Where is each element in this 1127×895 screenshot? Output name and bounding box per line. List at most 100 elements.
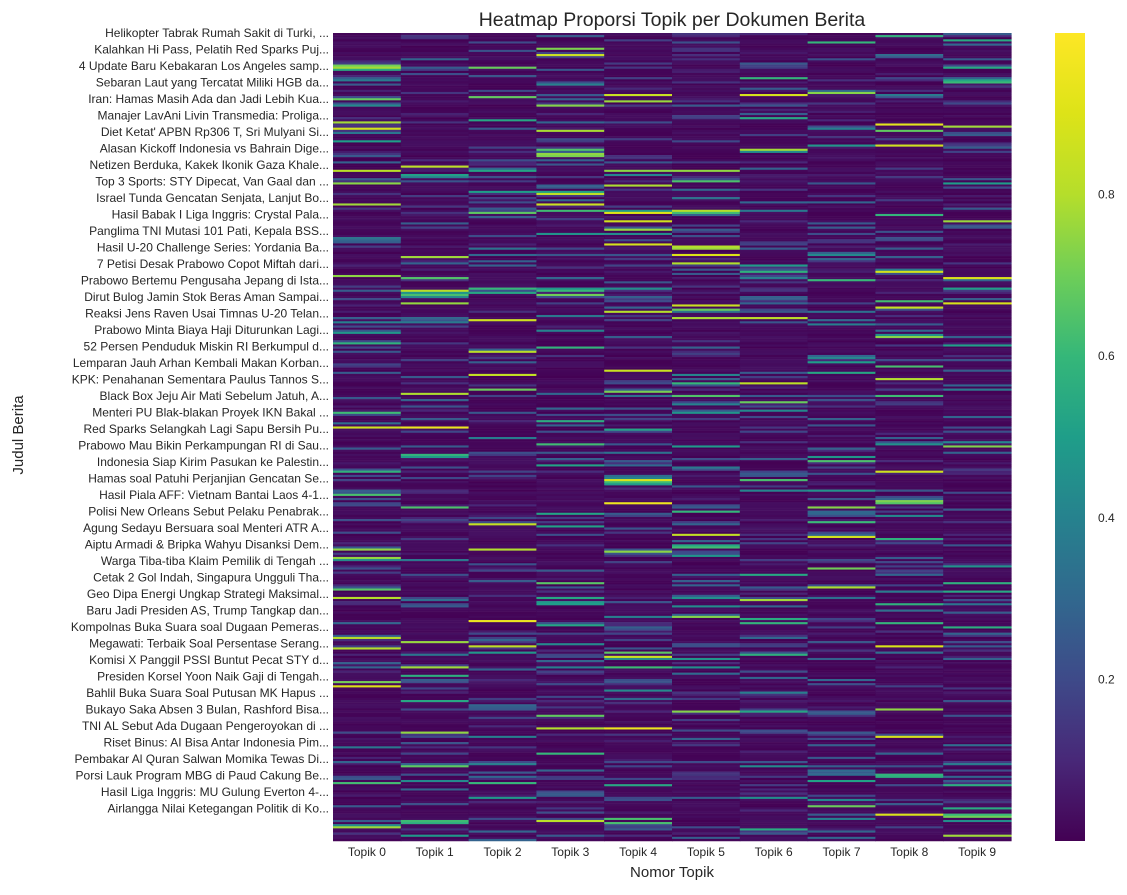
heatmap-cell	[672, 319, 741, 322]
heatmap-cell	[807, 333, 876, 337]
heatmap-cell	[333, 270, 402, 274]
heatmap-cell	[333, 687, 402, 690]
heatmap-cell	[875, 817, 944, 821]
heatmap-cell	[536, 712, 605, 715]
heatmap-cell	[807, 266, 876, 269]
heatmap-cell	[739, 504, 809, 507]
heatmap-cell	[875, 599, 944, 602]
heatmap-cell	[400, 308, 470, 311]
heatmap-cell	[604, 559, 673, 562]
heatmap-cell	[672, 39, 741, 42]
heatmap-cell	[807, 182, 876, 185]
heatmap-cell	[807, 87, 876, 91]
heatmap-cell	[807, 350, 876, 354]
heatmap-cell	[943, 655, 1012, 659]
heatmap-cell	[807, 43, 876, 46]
heatmap-cell	[333, 721, 402, 724]
heatmap-cell	[807, 352, 876, 356]
heatmap-cell	[739, 397, 809, 400]
heatmap-cell	[604, 443, 673, 446]
heatmap-cell	[875, 182, 944, 185]
heatmap-cell	[468, 241, 537, 244]
heatmap-cell	[604, 375, 673, 379]
heatmap-cell	[807, 445, 876, 448]
heatmap-cell	[875, 394, 944, 398]
heatmap-cell	[536, 289, 605, 293]
heatmap-cell	[739, 342, 809, 345]
heatmap-cell	[807, 129, 876, 133]
heatmap-cell	[468, 468, 537, 471]
heatmap-cell	[400, 146, 470, 149]
heatmap-cell	[400, 336, 470, 339]
heatmap-cell	[604, 620, 673, 623]
heatmap-cell	[604, 824, 673, 827]
heatmap-cell	[536, 468, 605, 471]
heatmap-cell	[672, 628, 741, 631]
heatmap-cell	[604, 344, 673, 347]
heatmap-cell	[739, 655, 809, 659]
heatmap-cell	[536, 150, 605, 154]
heatmap-cell	[943, 683, 1012, 686]
heatmap-cell	[807, 296, 876, 299]
heatmap-cell	[739, 647, 809, 650]
heatmap-cell	[875, 500, 944, 503]
heatmap-cell	[333, 458, 402, 461]
heatmap-cell	[875, 708, 944, 711]
heatmap-cell	[400, 213, 470, 217]
heatmap-cell	[672, 596, 741, 600]
heatmap-cell	[604, 163, 673, 166]
heatmap-cell	[468, 397, 537, 400]
heatmap-cell	[400, 268, 470, 272]
heatmap-cell	[672, 449, 741, 452]
heatmap-cell	[400, 49, 470, 53]
heatmap-cell	[468, 298, 537, 301]
heatmap-cell	[468, 272, 537, 276]
heatmap-cell	[400, 437, 470, 440]
heatmap-cell	[536, 527, 605, 530]
heatmap-cell	[672, 655, 741, 659]
heatmap-cell	[468, 834, 537, 838]
heatmap-cell	[943, 538, 1012, 541]
heatmap-cell	[875, 310, 944, 314]
heatmap-cell	[875, 609, 944, 612]
heatmap-cell	[400, 498, 470, 501]
heatmap-cell	[875, 375, 944, 379]
heatmap-cell	[943, 422, 1012, 425]
heatmap-cell	[536, 716, 605, 720]
heatmap-cell	[943, 662, 1012, 665]
heatmap-cell	[333, 340, 402, 343]
heatmap-cell	[943, 243, 1012, 246]
heatmap-cell	[536, 603, 605, 606]
heatmap-cell	[739, 596, 809, 600]
heatmap-cell	[672, 281, 741, 284]
heatmap-cell	[943, 493, 1012, 497]
heatmap-cell	[468, 112, 537, 116]
heatmap-cell	[739, 293, 809, 297]
heatmap-cell	[536, 733, 605, 737]
heatmap-cell	[536, 805, 605, 808]
heatmap-cell	[604, 237, 673, 240]
heatmap-cell	[333, 609, 402, 612]
heatmap-cell	[739, 270, 809, 274]
heatmap-cell	[943, 94, 1012, 97]
heatmap-cell	[468, 567, 537, 570]
heatmap-cell	[400, 333, 470, 337]
heatmap-cell	[672, 287, 741, 290]
heatmap-cell	[400, 822, 470, 825]
heatmap-cell	[943, 584, 1012, 587]
heatmap-cell	[807, 779, 876, 783]
heatmap-cell	[875, 241, 944, 244]
heatmap-cell	[604, 304, 673, 307]
heatmap-cell	[875, 527, 944, 530]
heatmap-cell	[943, 460, 1012, 463]
heatmap-cell	[739, 758, 809, 762]
heatmap-cell	[875, 586, 944, 589]
heatmap-cell	[672, 169, 741, 173]
heatmap-cell	[739, 157, 809, 160]
heatmap-cell	[739, 632, 809, 636]
heatmap-cell	[943, 777, 1012, 781]
heatmap-cell	[604, 79, 673, 82]
heatmap-cell	[943, 740, 1012, 743]
heatmap-cell	[604, 211, 673, 215]
heatmap-cell	[875, 510, 944, 513]
